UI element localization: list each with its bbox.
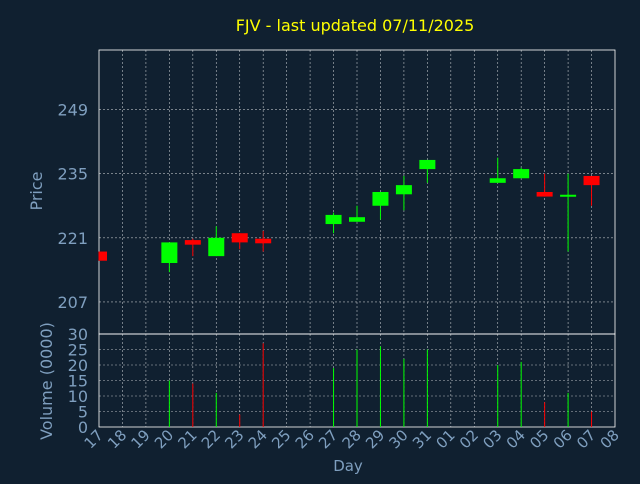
candle-body — [513, 169, 530, 179]
x-tick-label: 28 — [339, 426, 365, 452]
volume-tick-label: 5 — [78, 403, 88, 422]
candle-body — [395, 185, 412, 195]
candle-body — [208, 237, 225, 257]
candle-body — [325, 214, 342, 225]
candle-body — [489, 178, 506, 183]
candle-body — [231, 233, 248, 243]
x-tick-label: 26 — [292, 426, 318, 452]
x-tick-label: 18 — [104, 426, 130, 452]
x-tick-label: 08 — [597, 426, 623, 452]
x-axis-label: Day — [333, 457, 363, 475]
x-tick-label: 06 — [550, 426, 576, 452]
x-tick-label: 02 — [456, 426, 482, 452]
x-tick-label: 25 — [268, 426, 294, 452]
volume-tick-label: 0 — [78, 418, 88, 437]
candle-body — [255, 238, 272, 244]
volume-tick-label: 15 — [68, 372, 88, 391]
volume-axis-label: Volume (0000) — [37, 322, 56, 440]
candle-body — [583, 175, 600, 186]
x-tick-label: 05 — [526, 426, 552, 452]
x-tick-label: 04 — [503, 426, 529, 452]
candle-body — [419, 159, 436, 170]
x-tick-label: 19 — [128, 426, 154, 452]
x-tick-label: 03 — [479, 426, 505, 452]
x-tick-label: 23 — [221, 426, 247, 452]
candle-body — [560, 194, 577, 197]
x-tick-label: 30 — [386, 426, 412, 452]
price-tick-label: 249 — [57, 101, 88, 120]
price-tick-label: 235 — [57, 165, 88, 184]
x-tick-label: 27 — [315, 426, 341, 452]
volume-tick-label: 25 — [68, 341, 88, 360]
candle-body — [161, 242, 178, 263]
candle-body — [99, 251, 107, 261]
candle-body — [349, 217, 365, 222]
volume-tick-label: 10 — [68, 387, 88, 406]
x-tick-label: 22 — [198, 426, 224, 452]
volume-tick-label: 20 — [68, 356, 88, 375]
x-tick-label: 24 — [245, 426, 271, 452]
x-tick-label: 01 — [432, 426, 458, 452]
price-tick-label: 207 — [57, 293, 88, 312]
x-tick-label: 31 — [409, 426, 435, 452]
chart-title: FJV - last updated 07/11/2025 — [236, 16, 475, 35]
price-tick-label: 221 — [57, 229, 88, 248]
x-tick-label: 21 — [174, 426, 200, 452]
candle-body — [184, 240, 201, 245]
candle-body — [372, 192, 389, 206]
x-axis: 1718192021222324252627282930310102030405… — [81, 426, 623, 452]
x-tick-label: 07 — [573, 426, 599, 452]
price-axis-label: Price — [27, 171, 46, 210]
candle-body — [536, 192, 553, 197]
x-tick-label: 29 — [362, 426, 388, 452]
x-tick-label: 20 — [151, 426, 177, 452]
volume-tick-label: 30 — [68, 325, 88, 344]
price-panel: 207 221 235 249 — [57, 49, 616, 335]
